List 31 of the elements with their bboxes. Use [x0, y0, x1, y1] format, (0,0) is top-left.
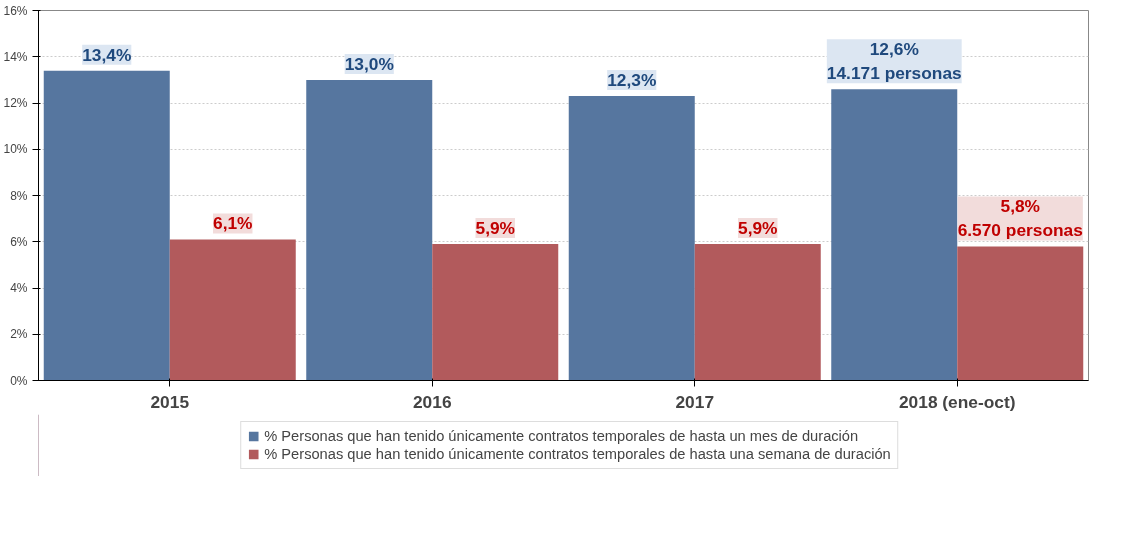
y-tick-label: 12% [3, 96, 28, 110]
data-label: 5,9% [475, 218, 515, 239]
x-tick-label: 2016 [412, 391, 452, 412]
y-tick-label: 14% [3, 49, 28, 64]
data-label: 5,8% 6.570 personas [957, 196, 1083, 241]
y-tick-label: 2% [10, 327, 28, 342]
y-tick-label: 0% [10, 373, 28, 388]
y-tick-label: 4% [10, 281, 28, 295]
bar [957, 246, 1084, 381]
x-tick-label: 2018 (ene-oct) [898, 391, 1016, 412]
data-label: 6,1% [213, 213, 253, 234]
bar [43, 70, 170, 381]
bar [169, 239, 296, 381]
data-label: 12,3% [607, 70, 657, 91]
data-label: 12,6% 14.171 personas [826, 39, 962, 84]
data-label: 13,0% [344, 53, 394, 74]
data-label: 5,9% [738, 218, 778, 239]
y-tick-label: 8% [10, 188, 28, 203]
y-tick-label: 16% [3, 3, 28, 18]
x-tick-label: 2015 [150, 391, 190, 412]
bar [568, 96, 695, 381]
legend-label: % Personas que han tenido únicamente contratos temporales de hasta una semana de duración [264, 446, 891, 462]
bar [432, 244, 559, 381]
y-tick-label: 6% [10, 234, 28, 249]
bar [831, 89, 958, 381]
legend-label: % Personas que han tenido únicamente contratos temporales de hasta un mes de duración [264, 428, 859, 444]
data-label: 13,4% [82, 44, 132, 65]
bar [694, 244, 821, 381]
y-tick-label: 10% [3, 142, 28, 157]
x-tick-label: 2017 [675, 391, 715, 412]
bar [306, 79, 433, 381]
